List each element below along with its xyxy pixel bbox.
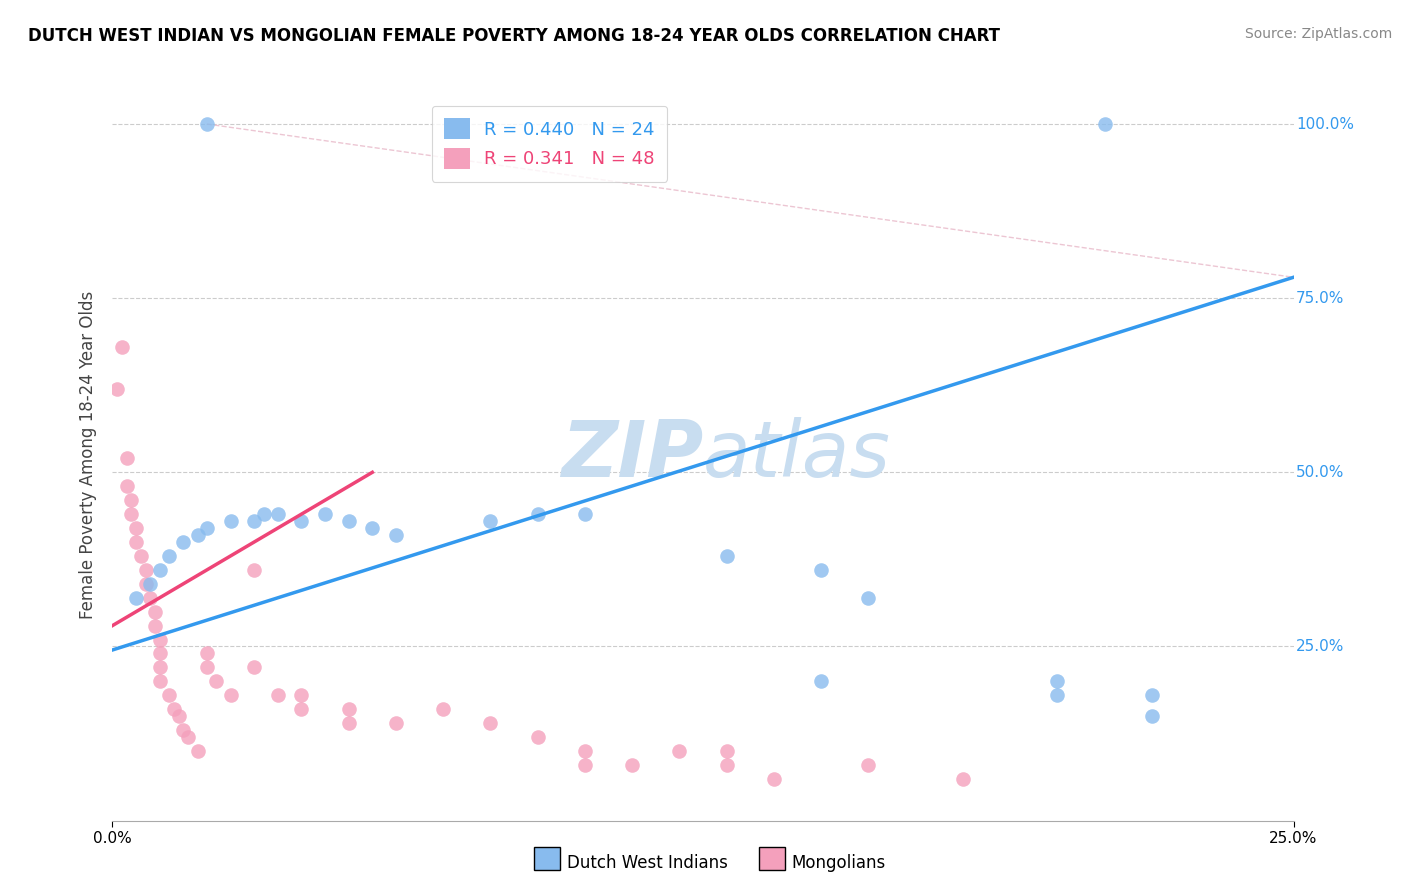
Point bbox=[253, 507, 276, 521]
Point bbox=[479, 716, 502, 731]
Point bbox=[125, 535, 148, 549]
Point bbox=[574, 507, 596, 521]
Point bbox=[172, 535, 194, 549]
Point bbox=[432, 702, 454, 716]
Point bbox=[574, 744, 596, 758]
Point bbox=[135, 576, 157, 591]
Point bbox=[125, 521, 148, 535]
Text: 25.0%: 25.0% bbox=[1296, 639, 1344, 654]
Point bbox=[115, 479, 138, 493]
Point bbox=[385, 716, 408, 731]
Point bbox=[139, 576, 162, 591]
Point bbox=[157, 688, 180, 702]
Point bbox=[111, 340, 134, 354]
Text: ZIP: ZIP bbox=[561, 417, 703, 493]
Point bbox=[205, 674, 228, 689]
Point bbox=[621, 758, 644, 772]
Point bbox=[810, 674, 832, 689]
Point bbox=[129, 549, 152, 563]
Point bbox=[290, 702, 312, 716]
Point bbox=[337, 702, 360, 716]
Point bbox=[716, 744, 738, 758]
Point bbox=[149, 563, 172, 577]
Point bbox=[243, 514, 266, 528]
Text: Mongolians: Mongolians bbox=[792, 854, 886, 871]
Text: atlas: atlas bbox=[703, 417, 891, 493]
Point bbox=[195, 521, 218, 535]
Point bbox=[149, 647, 172, 661]
Point bbox=[574, 758, 596, 772]
Point bbox=[172, 723, 194, 737]
Point bbox=[243, 660, 266, 674]
Point bbox=[177, 730, 200, 744]
Point bbox=[668, 744, 690, 758]
Point bbox=[290, 514, 312, 528]
Point bbox=[1046, 688, 1069, 702]
Point bbox=[810, 563, 832, 577]
Point bbox=[385, 528, 408, 542]
Text: 50.0%: 50.0% bbox=[1296, 465, 1344, 480]
Point bbox=[125, 591, 148, 605]
Point bbox=[120, 493, 142, 508]
Point bbox=[157, 549, 180, 563]
Point bbox=[1140, 709, 1163, 723]
Point bbox=[1140, 688, 1163, 702]
Point bbox=[163, 702, 186, 716]
Point bbox=[139, 591, 162, 605]
Point bbox=[952, 772, 974, 786]
Point bbox=[267, 688, 290, 702]
Point bbox=[361, 521, 384, 535]
Point bbox=[716, 549, 738, 563]
Point bbox=[479, 514, 502, 528]
Point bbox=[219, 688, 242, 702]
Point bbox=[219, 514, 242, 528]
Text: Dutch West Indians: Dutch West Indians bbox=[567, 854, 727, 871]
Point bbox=[858, 591, 880, 605]
Point bbox=[120, 507, 142, 521]
Point bbox=[167, 709, 190, 723]
Point bbox=[337, 514, 360, 528]
Point bbox=[186, 528, 208, 542]
Point bbox=[143, 605, 166, 619]
Point bbox=[143, 618, 166, 632]
Point bbox=[105, 382, 128, 396]
Point bbox=[716, 758, 738, 772]
Point bbox=[762, 772, 785, 786]
Text: Source: ZipAtlas.com: Source: ZipAtlas.com bbox=[1244, 27, 1392, 41]
Text: 75.0%: 75.0% bbox=[1296, 291, 1344, 306]
Point bbox=[858, 758, 880, 772]
Point bbox=[1046, 674, 1069, 689]
Point bbox=[149, 660, 172, 674]
Point bbox=[195, 660, 218, 674]
Y-axis label: Female Poverty Among 18-24 Year Olds: Female Poverty Among 18-24 Year Olds bbox=[79, 291, 97, 619]
Point bbox=[149, 674, 172, 689]
Point bbox=[115, 451, 138, 466]
Point bbox=[195, 117, 218, 131]
Point bbox=[1094, 117, 1116, 131]
Point bbox=[243, 563, 266, 577]
Point bbox=[195, 647, 218, 661]
Point bbox=[267, 507, 290, 521]
Point bbox=[526, 730, 548, 744]
Point bbox=[337, 716, 360, 731]
Point bbox=[290, 688, 312, 702]
Point bbox=[149, 632, 172, 647]
Point bbox=[314, 507, 336, 521]
Point bbox=[135, 563, 157, 577]
Point bbox=[186, 744, 208, 758]
Point bbox=[526, 507, 548, 521]
Text: 100.0%: 100.0% bbox=[1296, 117, 1354, 131]
Text: DUTCH WEST INDIAN VS MONGOLIAN FEMALE POVERTY AMONG 18-24 YEAR OLDS CORRELATION : DUTCH WEST INDIAN VS MONGOLIAN FEMALE PO… bbox=[28, 27, 1000, 45]
Legend: R = 0.440   N = 24, R = 0.341   N = 48: R = 0.440 N = 24, R = 0.341 N = 48 bbox=[432, 105, 668, 182]
